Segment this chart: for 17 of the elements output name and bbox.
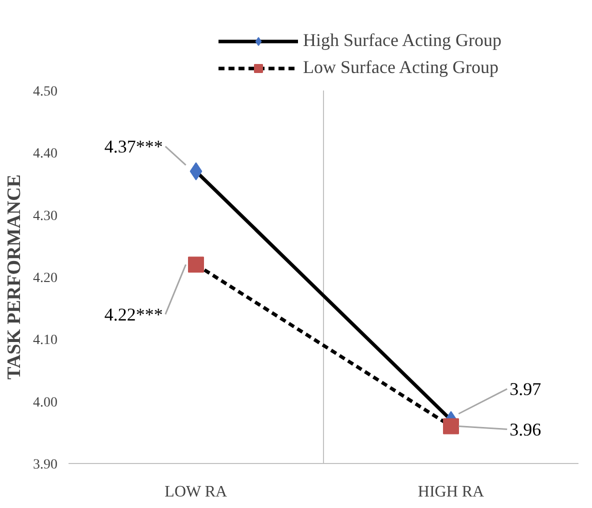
y-tick-label: 4.40 [33, 146, 58, 162]
y-tick-label: 4.50 [33, 84, 58, 100]
y-axis-title: TASK PERFORMANCE [4, 174, 25, 380]
point [188, 256, 204, 273]
data-label: 4.37*** [104, 136, 163, 156]
x-tick-label: LOW RA [164, 484, 228, 500]
y-tick-label: 3.90 [33, 458, 58, 472]
data-label: 3.96 [510, 419, 542, 440]
data-label: 3.97 [510, 378, 542, 399]
legend-label: High Surface Acting Group [303, 30, 502, 51]
y-tick-label: 4.30 [33, 208, 58, 224]
data-label: 4.22*** [104, 304, 163, 324]
y-tick-label: 4.00 [33, 395, 58, 410]
y-tick-label: 4.10 [33, 333, 58, 348]
y-tick-label: 4.20 [33, 271, 58, 286]
legend-label: Low Surface Acting Group [303, 57, 498, 78]
x-tick-label: HIGH RA [418, 484, 485, 500]
